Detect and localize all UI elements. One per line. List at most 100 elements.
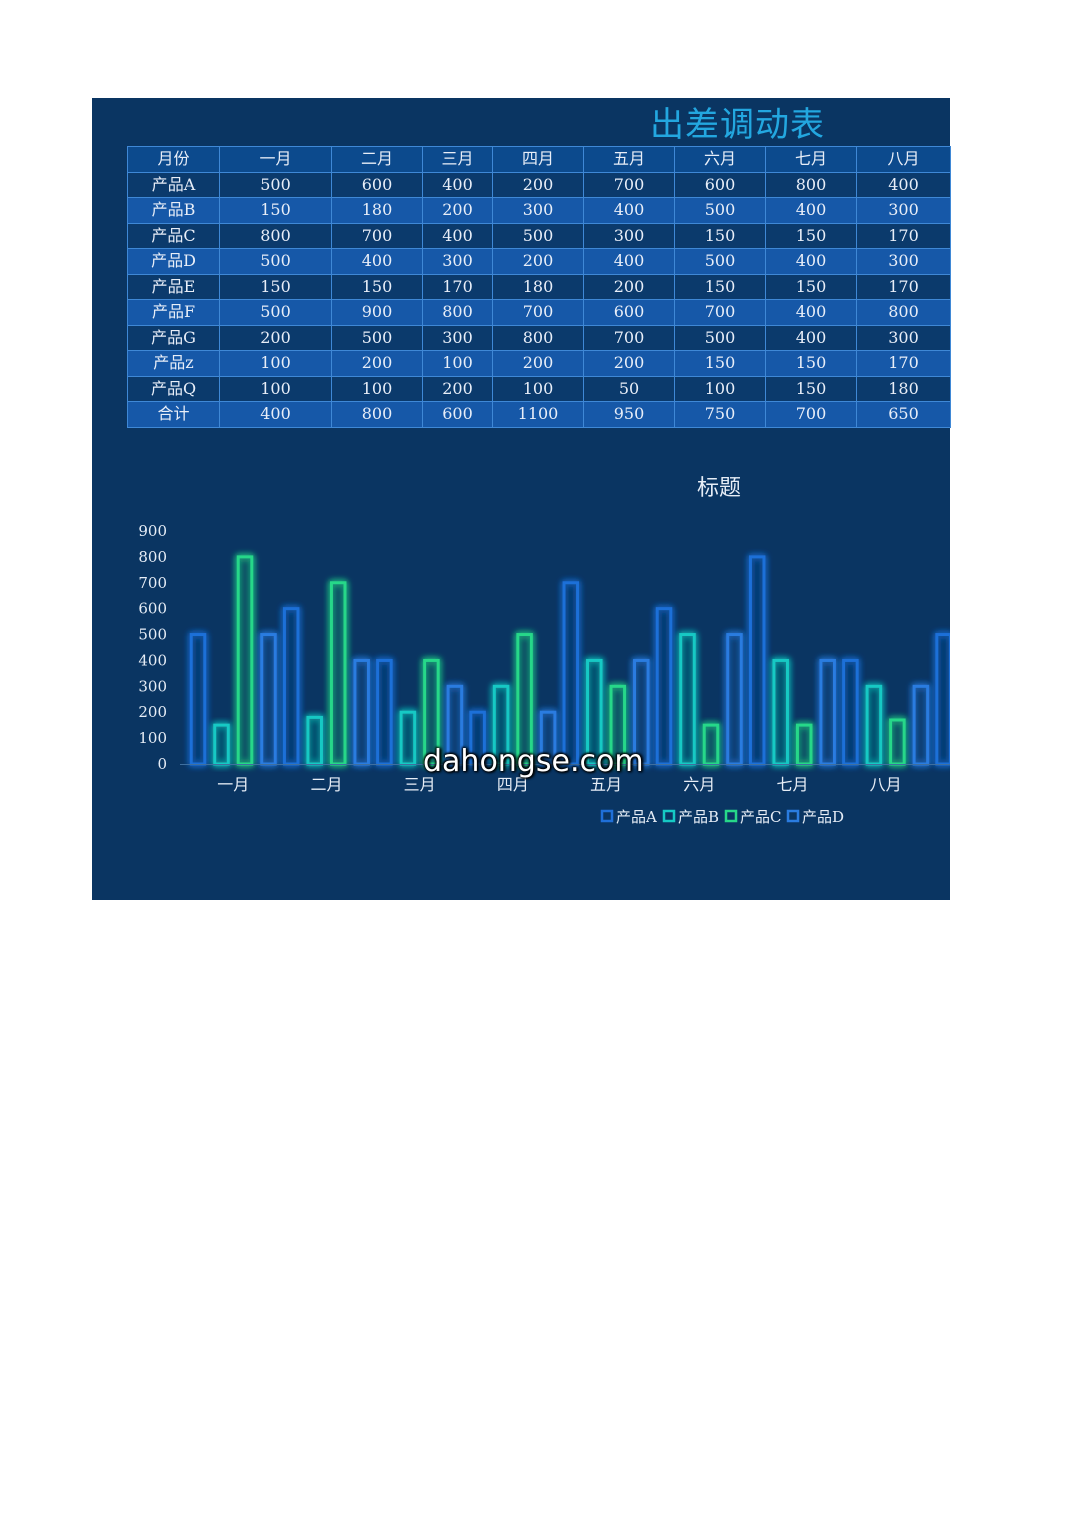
bar-产品D (912, 684, 930, 766)
y-tick-label: 900 (138, 522, 167, 540)
table-cell: 800 (492, 324, 584, 351)
column-header: 七月 (765, 146, 857, 173)
legend-swatch (600, 809, 614, 823)
bar-chart: 0 100 200 300 400 500 600 700 800 900 一月 二月 三月 四月 五月 六… (138, 522, 950, 826)
bar-产品D (819, 658, 836, 766)
table-cell: 200 (331, 350, 423, 377)
table-cell: 150 (674, 222, 766, 249)
table-cell: 100 (422, 350, 493, 377)
table-row: 产品Q 100 100 200 100 50 100 150 180 (127, 375, 951, 402)
bar-产品B (772, 658, 789, 766)
table-cell: 100 (331, 375, 423, 402)
table-cell: 400 (765, 324, 857, 351)
table-cell: 800 (856, 299, 951, 326)
y-tick-label: 200 (138, 703, 167, 721)
table-cell: 300 (492, 197, 584, 224)
table-row: 产品D 500 400 300 200 400 500 400 300 (127, 248, 951, 275)
table-cell: 800 (331, 401, 423, 428)
legend-label: 产品C (740, 808, 781, 826)
bar-产品C (702, 723, 720, 766)
table-cell: 200 (492, 248, 584, 275)
legend-swatch (662, 809, 676, 823)
bar-产品D (260, 633, 277, 766)
bar-产品B (865, 684, 883, 766)
row-label-cell: 产品A (127, 171, 220, 198)
x-tick-label: 一月 (217, 775, 249, 794)
bar-产品B (306, 715, 323, 766)
y-tick-label: 800 (138, 548, 167, 566)
table-row: 产品A 500 600 400 200 700 600 800 400 (127, 171, 951, 198)
table-cell: 150 (765, 350, 857, 377)
table-cell: 150 (674, 350, 766, 377)
bar-partial-产品A (935, 633, 950, 766)
table-cell: 150 (219, 197, 332, 224)
column-header: 一月 (219, 146, 332, 173)
x-tick-label: 五月 (590, 775, 622, 794)
table-row: 产品F 500 900 800 700 600 700 400 800 (127, 299, 951, 326)
table-cell: 200 (422, 375, 493, 402)
table-cell: 170 (422, 273, 493, 300)
table-cell: 600 (331, 171, 423, 198)
table-cell: 150 (674, 273, 766, 300)
table-cell: 300 (856, 248, 951, 275)
bar-产品B (213, 723, 230, 766)
row-label-cell: 产品z (127, 350, 220, 377)
table-cell: 800 (219, 222, 332, 249)
table-cell: 500 (331, 324, 423, 351)
table-cell: 750 (674, 401, 766, 428)
table-cell: 200 (492, 171, 584, 198)
table-cell: 800 (422, 299, 493, 326)
table-cell: 200 (583, 273, 675, 300)
table-cell: 950 (583, 401, 675, 428)
bar-series (189, 555, 974, 766)
table-cell: 400 (219, 401, 332, 428)
row-label-cell: 产品C (127, 222, 220, 249)
column-header: 二月 (331, 146, 423, 173)
x-tick-label: 六月 (683, 775, 715, 794)
bar-产品A (562, 581, 580, 766)
bar-产品C (329, 581, 347, 766)
table-cell: 400 (583, 248, 675, 275)
table-cell: 200 (492, 350, 584, 377)
y-tick-label: 600 (138, 600, 167, 618)
row-label-cell: 合计 (127, 401, 220, 428)
table-cell: 500 (219, 248, 332, 275)
table-cell: 800 (765, 171, 857, 198)
table-cell: 500 (674, 248, 766, 275)
table-cell: 200 (422, 197, 493, 224)
y-axis: 0 100 200 300 400 500 600 700 800 900 (138, 522, 167, 773)
bar-产品A (655, 607, 673, 766)
table-row: 产品E 150 150 170 180 200 150 150 170 (127, 273, 951, 300)
table-cell: 700 (331, 222, 423, 249)
table-cell: 170 (856, 350, 951, 377)
table-cell: 300 (856, 324, 951, 351)
table-cell: 300 (856, 197, 951, 224)
bar-产品A (376, 658, 393, 766)
legend-label: 产品B (678, 808, 719, 826)
table-cell: 650 (856, 401, 951, 428)
table-cell: 150 (331, 273, 423, 300)
bar-产品A (282, 607, 300, 766)
table-cell: 500 (219, 299, 332, 326)
table-row: 产品z 100 200 100 200 200 150 150 170 (127, 350, 951, 377)
table-cell: 400 (765, 299, 857, 326)
table-cell: 200 (219, 324, 332, 351)
table-cell: 180 (331, 197, 423, 224)
table-cell: 700 (583, 171, 675, 198)
bar-产品C (889, 718, 906, 766)
table-cell: 700 (765, 401, 857, 428)
row-label-cell: 产品B (127, 197, 220, 224)
column-header: 六月 (674, 146, 766, 173)
bar-产品A (189, 633, 207, 766)
x-tick-label: 七月 (776, 775, 808, 794)
row-label-cell: 产品G (127, 324, 220, 351)
bar-产品B (399, 710, 417, 766)
column-header: 五月 (583, 146, 675, 173)
table-cell: 600 (422, 401, 493, 428)
legend-label: 产品A (616, 808, 657, 826)
table-row: 产品G 200 500 300 800 700 500 400 300 (127, 324, 951, 351)
bar-partial-产品B (960, 712, 974, 764)
row-label-cell: 产品E (127, 273, 220, 300)
legend-swatch (724, 809, 738, 823)
column-header: 八月 (856, 146, 951, 173)
